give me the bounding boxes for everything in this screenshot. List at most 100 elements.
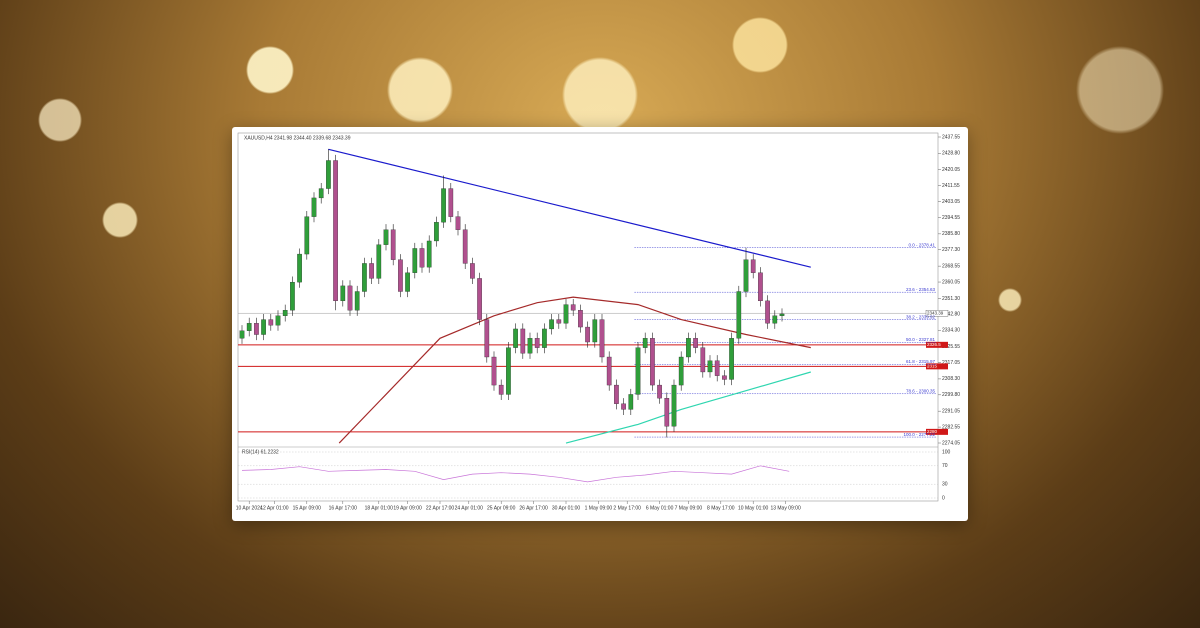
candle-body (246, 323, 252, 331)
x-tick-label: 7 May 09:00 (675, 505, 703, 511)
candle-body (383, 229, 389, 245)
y-tick-label: 2403.05 (942, 199, 960, 205)
candle-body (362, 263, 367, 292)
x-tick-label: 22 Apr 17:00 (426, 505, 455, 511)
fib-label: 78.6 - 2300.35 (906, 388, 936, 393)
candle-body (563, 304, 569, 324)
candle-body (779, 313, 785, 316)
candle-body (455, 216, 461, 230)
candle-body (448, 188, 454, 217)
level-label: 2315 (927, 364, 938, 369)
candle-body (398, 259, 403, 292)
rsi-tick-label: 100 (942, 449, 951, 455)
candle-body (765, 300, 770, 324)
candle-body (614, 384, 619, 404)
candle-body (462, 229, 468, 264)
candle-body (434, 222, 439, 242)
y-tick-label: 2394.55 (942, 215, 960, 221)
candle-body (340, 285, 346, 302)
candle-body (758, 272, 763, 302)
candle-body (556, 319, 562, 324)
candle-body (426, 240, 432, 268)
candle-body (326, 160, 331, 189)
x-tick-label: 19 Apr 09:00 (393, 505, 422, 511)
y-tick-label: 2334.30 (942, 328, 960, 334)
y-tick-label: 2342.80 (942, 312, 960, 318)
candle-body (578, 310, 583, 328)
candle-body (354, 291, 360, 311)
y-tick-label: 2291.05 (942, 409, 960, 415)
chart-title: XAUUSD,H4 2341.98 2344.40 2339.68 2343.3… (244, 135, 351, 141)
y-tick-label: 2317.05 (942, 360, 960, 366)
x-tick-label: 10 Apr 2024 (236, 505, 263, 511)
y-tick-label: 2411.55 (942, 183, 960, 189)
last-price-label: 2343.39 (927, 310, 944, 315)
candle-body (606, 356, 612, 386)
candle-body (729, 338, 734, 380)
candle-body (542, 328, 547, 348)
rsi-tick-label: 0 (942, 495, 945, 501)
y-tick-label: 2428.80 (942, 151, 960, 157)
x-tick-label: 8 May 17:00 (707, 505, 735, 511)
candle-body (477, 278, 482, 320)
candle-body (297, 253, 302, 283)
candle-body (498, 384, 504, 395)
candle-body (333, 160, 338, 302)
candle-body (642, 338, 648, 348)
candle-body (268, 319, 274, 326)
candle-body (650, 338, 655, 386)
y-tick-label: 2420.05 (942, 167, 960, 173)
y-tick-label: 2274.05 (942, 440, 960, 446)
x-tick-label: 10 May 01:00 (738, 505, 769, 511)
candle-body (513, 328, 518, 348)
x-tick-label: 25 Apr 09:00 (487, 505, 516, 511)
x-tick-label: 13 May 09:00 (770, 505, 801, 511)
candle-body (736, 291, 742, 339)
x-tick-label: 15 Apr 09:00 (293, 505, 322, 511)
fib-label: 23.6 - 2354.63 (906, 287, 936, 292)
candle-body (664, 398, 670, 427)
fib-label: 0.0 - 2378.41 (908, 242, 935, 247)
candle-body (369, 263, 374, 279)
x-tick-label: 16 Apr 17:00 (329, 505, 358, 511)
candle-body (261, 319, 266, 335)
candle-body (520, 328, 526, 354)
y-tick-label: 2360.05 (942, 279, 960, 285)
candle-body (570, 304, 576, 311)
level-tag (926, 428, 948, 435)
candle-body (527, 338, 533, 354)
candle-body (772, 315, 778, 324)
candle-body (239, 330, 245, 339)
y-tick-label: 2351.30 (942, 296, 960, 302)
candle-body (275, 315, 281, 326)
candle-body (491, 356, 497, 386)
candle-body (419, 248, 425, 268)
x-tick-label: 24 Apr 01:00 (455, 505, 484, 511)
candle-body (635, 347, 641, 395)
fib-label: 38.2 - 2339.92 (906, 314, 936, 319)
candle-body (412, 248, 418, 273)
rsi-tick-label: 30 (942, 482, 948, 488)
overlay-line (565, 371, 811, 444)
last-price-tag (925, 310, 949, 317)
y-tick-label: 2325.55 (942, 344, 960, 350)
candle-body (318, 188, 324, 199)
x-tick-label: 18 Apr 01:00 (365, 505, 394, 511)
candle-body (678, 356, 684, 386)
candle-body (671, 384, 677, 427)
candle-body (376, 244, 382, 279)
candle-body (585, 326, 590, 343)
x-tick-label: 30 Apr 01:00 (552, 505, 581, 511)
y-tick-label: 2299.80 (942, 392, 960, 398)
candle-body (534, 338, 540, 348)
x-tick-label: 1 May 09:00 (585, 505, 613, 511)
rsi-tick-label: 70 (942, 463, 948, 469)
y-tick-label: 2437.55 (942, 134, 960, 140)
overlay-line (328, 148, 811, 268)
x-tick-label: 6 May 01:00 (646, 505, 674, 511)
candle-body (621, 403, 626, 410)
candle-body (592, 319, 598, 343)
level-label: 2326.5 (927, 342, 941, 347)
candle-body (549, 319, 554, 330)
